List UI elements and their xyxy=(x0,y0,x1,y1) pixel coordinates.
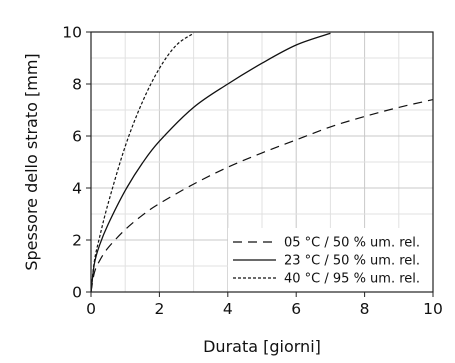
x-tick-label: 6 xyxy=(291,300,301,318)
y-tick-label: 0 xyxy=(72,284,82,302)
y-axis-label: Spessore dello strato [mm] xyxy=(22,53,41,270)
ticks: 0 2 4 6 8 10 0 2 4 6 8 10 xyxy=(62,24,443,319)
series-line-1 xyxy=(90,99,434,293)
y-tick-label: 6 xyxy=(72,128,82,146)
x-tick-label: 4 xyxy=(223,300,233,318)
y-tick-label: 10 xyxy=(62,24,82,42)
x-tick-label: 2 xyxy=(154,300,164,318)
x-axis-label: Durata [giorni] xyxy=(203,337,321,356)
y-tick-label: 2 xyxy=(72,232,82,250)
legend: 05 °C / 50 % um. rel. 23 °C / 50 % um. re… xyxy=(233,236,420,287)
plot-frame xyxy=(90,31,434,293)
y-tick-label: 4 xyxy=(72,180,82,198)
x-tick-label: 10 xyxy=(423,300,443,318)
x-tick-label: 8 xyxy=(360,300,370,318)
legend-label-1: 05 °C / 50 % um. rel. xyxy=(284,236,420,251)
x-tick-label: 0 xyxy=(86,300,96,318)
series-group xyxy=(90,32,434,293)
y-tick-label: 8 xyxy=(72,76,82,94)
series-line-3 xyxy=(90,32,194,293)
legend-label-3: 40 °C / 95 % um. rel. xyxy=(284,272,420,287)
series-line-2 xyxy=(90,32,331,293)
legend-label-2: 23 °C / 50 % um. rel. xyxy=(284,254,420,269)
